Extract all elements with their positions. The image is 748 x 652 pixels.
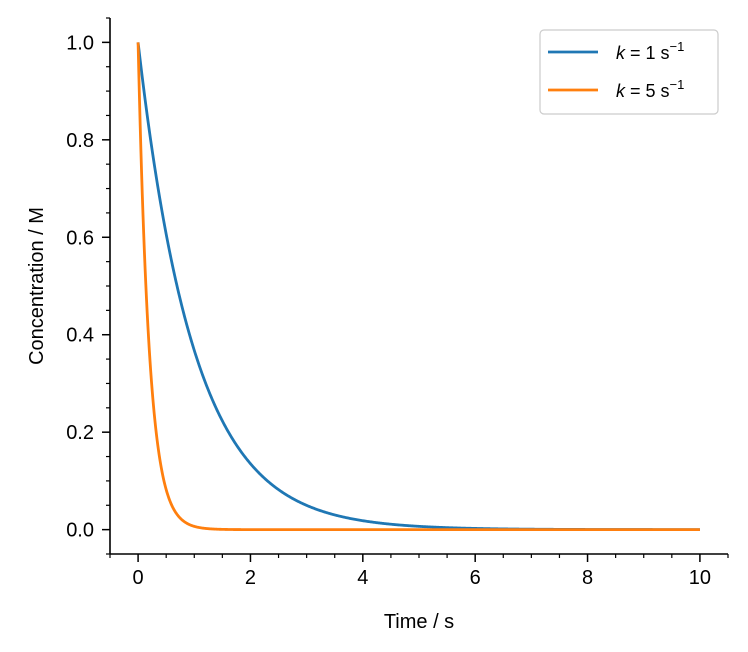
legend-label-italic: k xyxy=(616,81,626,101)
y-tick-label: 0.2 xyxy=(66,422,94,444)
legend-label-1: k = 5 s−1 xyxy=(616,77,684,101)
y-tick-label: 0.4 xyxy=(66,325,94,347)
legend-label-text: = 5 s xyxy=(625,81,670,101)
legend-label-italic: k xyxy=(616,43,626,63)
y-tick-label: 0.8 xyxy=(66,130,94,152)
legend-label-0: k = 1 s−1 xyxy=(616,39,684,63)
series-line-1 xyxy=(136,42,701,532)
legend: k = 1 s−1k = 5 s−1 xyxy=(539,29,719,115)
legend-label-text: = 1 s xyxy=(625,43,670,63)
x-tick-label: 0 xyxy=(133,567,144,589)
y-axis-title: Concentration / M xyxy=(26,207,48,365)
series-line-0 xyxy=(136,42,701,532)
x-tick-label: 10 xyxy=(689,567,711,589)
x-tick-label: 6 xyxy=(470,567,481,589)
x-tick-label: 8 xyxy=(582,567,593,589)
y-tick-label: 1.0 xyxy=(66,32,94,54)
axes: 0 2 4 6 8 10 0.0 0.2 0.4 0.6 0.8 1.0 Time / s Conc… xyxy=(26,17,729,633)
series-layer xyxy=(136,42,701,532)
legend-label-sup: −1 xyxy=(670,77,685,92)
x-tick-label: 4 xyxy=(357,567,368,589)
legend-entries: k = 1 s−1k = 5 s−1 xyxy=(548,39,684,101)
x-tick-label: 2 xyxy=(245,567,256,589)
y-ticks: 0.0 0.2 0.4 0.6 0.8 1.0 xyxy=(66,17,110,555)
legend-label-sup: −1 xyxy=(670,39,685,54)
y-tick-label: 0.6 xyxy=(66,227,94,249)
x-axis-title: Time / s xyxy=(384,611,454,633)
plot-area xyxy=(136,42,701,532)
x-ticks: 0 2 4 6 8 10 xyxy=(109,554,729,589)
y-tick-label: 0.0 xyxy=(66,520,94,542)
